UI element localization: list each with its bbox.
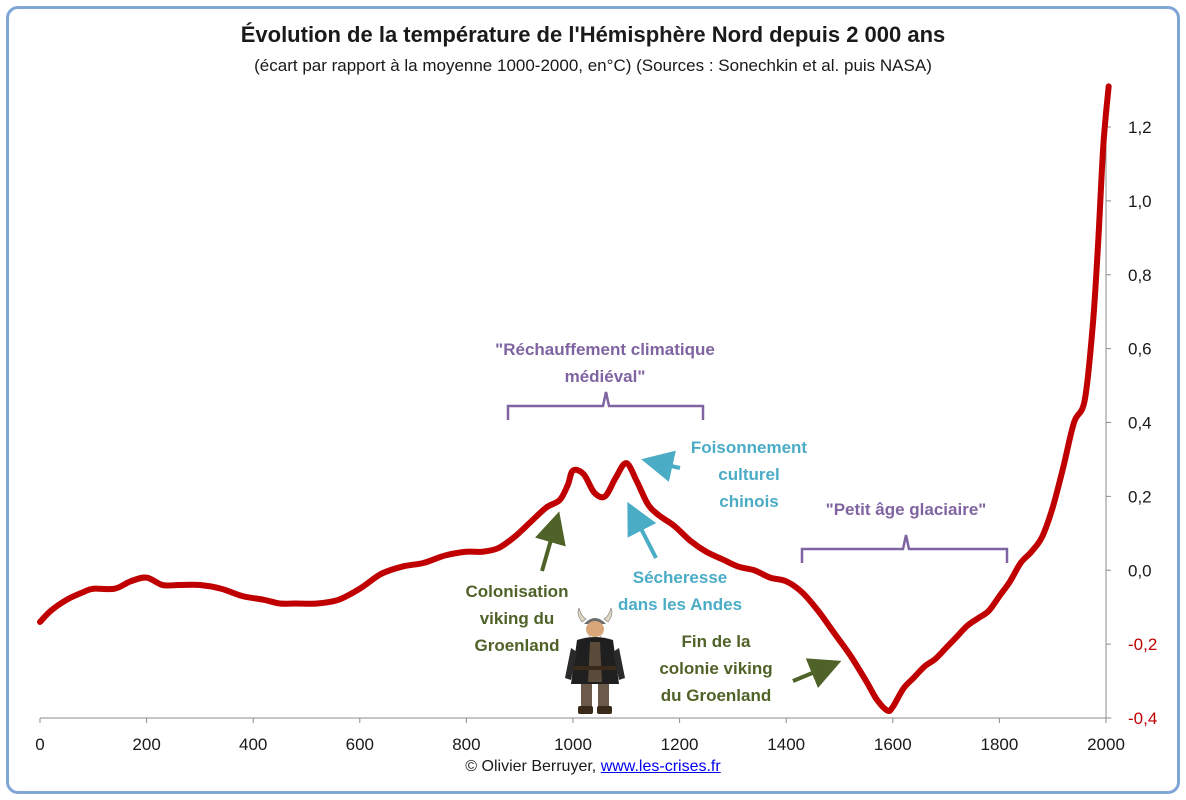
y-tick-label: 0,4 bbox=[1128, 414, 1152, 433]
chart-title: Évolution de la température de l'Hémisph… bbox=[240, 22, 946, 47]
viking-illustration bbox=[565, 608, 625, 714]
foisonnement-arrow bbox=[641, 450, 681, 482]
annotation-line: Groenland bbox=[474, 636, 560, 655]
x-tick-label: 2000 bbox=[1087, 735, 1125, 754]
copyright-text: © Olivier Berruyer, bbox=[465, 758, 597, 775]
colonisation-arrow bbox=[534, 511, 566, 572]
annotation-line: du Groenland bbox=[660, 686, 772, 705]
footer: © Olivier Berruyer, www.les-crises.fr bbox=[0, 758, 1186, 776]
y-tick-label: 0,2 bbox=[1128, 487, 1152, 506]
annotation-andes-drought: Sécheresse dans les Andes bbox=[604, 564, 756, 618]
annotation-line: Sécheresse bbox=[632, 568, 728, 587]
y-tick-label: 0,8 bbox=[1128, 266, 1152, 285]
x-tick-label: 1000 bbox=[554, 735, 592, 754]
x-tick-label: 1200 bbox=[661, 735, 699, 754]
x-tick-label: 1400 bbox=[767, 735, 805, 754]
y-tick-label: 0,6 bbox=[1128, 340, 1152, 359]
annotation-viking-colony-end: Fin de la colonie viking du Groenland bbox=[646, 628, 786, 709]
fin-colonie-arrow bbox=[792, 658, 842, 688]
annotation-line: "Petit âge glaciaire" bbox=[825, 500, 987, 519]
annotation-line: culturel bbox=[718, 465, 780, 484]
little-ice-age-brace bbox=[800, 534, 1009, 563]
annotation-line: dans les Andes bbox=[617, 595, 743, 614]
x-tick-label: 0 bbox=[35, 735, 44, 754]
x-tick-label: 200 bbox=[132, 735, 160, 754]
annotation-line: colonie viking bbox=[659, 659, 773, 678]
annotation-line: Colonisation bbox=[465, 582, 569, 601]
x-tick-label: 1600 bbox=[874, 735, 912, 754]
annotation-line: "Réchauffement climatique bbox=[495, 340, 715, 359]
annotation-line: médiéval" bbox=[564, 367, 646, 386]
annotation-little-ice-age: "Petit âge glaciaire" bbox=[806, 496, 1006, 523]
x-tick-label: 400 bbox=[239, 735, 267, 754]
annotation-line: viking du bbox=[479, 609, 555, 628]
secheresse-arrow bbox=[627, 501, 658, 559]
y-tick-label: 1,0 bbox=[1128, 192, 1152, 211]
medieval-brace bbox=[506, 391, 705, 420]
x-tick-label: 1800 bbox=[980, 735, 1018, 754]
y-tick-label: -0,4 bbox=[1128, 709, 1157, 728]
y-tick-label: -0,2 bbox=[1128, 635, 1157, 654]
website-link[interactable]: www.les-crises.fr bbox=[600, 758, 721, 775]
x-tick-label: 600 bbox=[346, 735, 374, 754]
y-tick-label: 1,2 bbox=[1128, 118, 1152, 137]
annotation-line: Foisonnement bbox=[690, 438, 808, 457]
y-tick-label: 0,0 bbox=[1128, 561, 1152, 580]
annotation-line: chinois bbox=[719, 492, 779, 511]
annotation-viking-colonisation: Colonisation viking du Groenland bbox=[452, 578, 582, 659]
chart-subtitle: (écart par rapport à la moyenne 1000-200… bbox=[254, 56, 932, 75]
annotation-line: Fin de la bbox=[681, 632, 751, 651]
x-tick-label: 800 bbox=[452, 735, 480, 754]
annotation-chinese-culture: Foisonnement culturel chinois bbox=[676, 434, 822, 515]
annotation-medieval-warm-period: "Réchauffement climatique médiéval" bbox=[470, 336, 740, 390]
